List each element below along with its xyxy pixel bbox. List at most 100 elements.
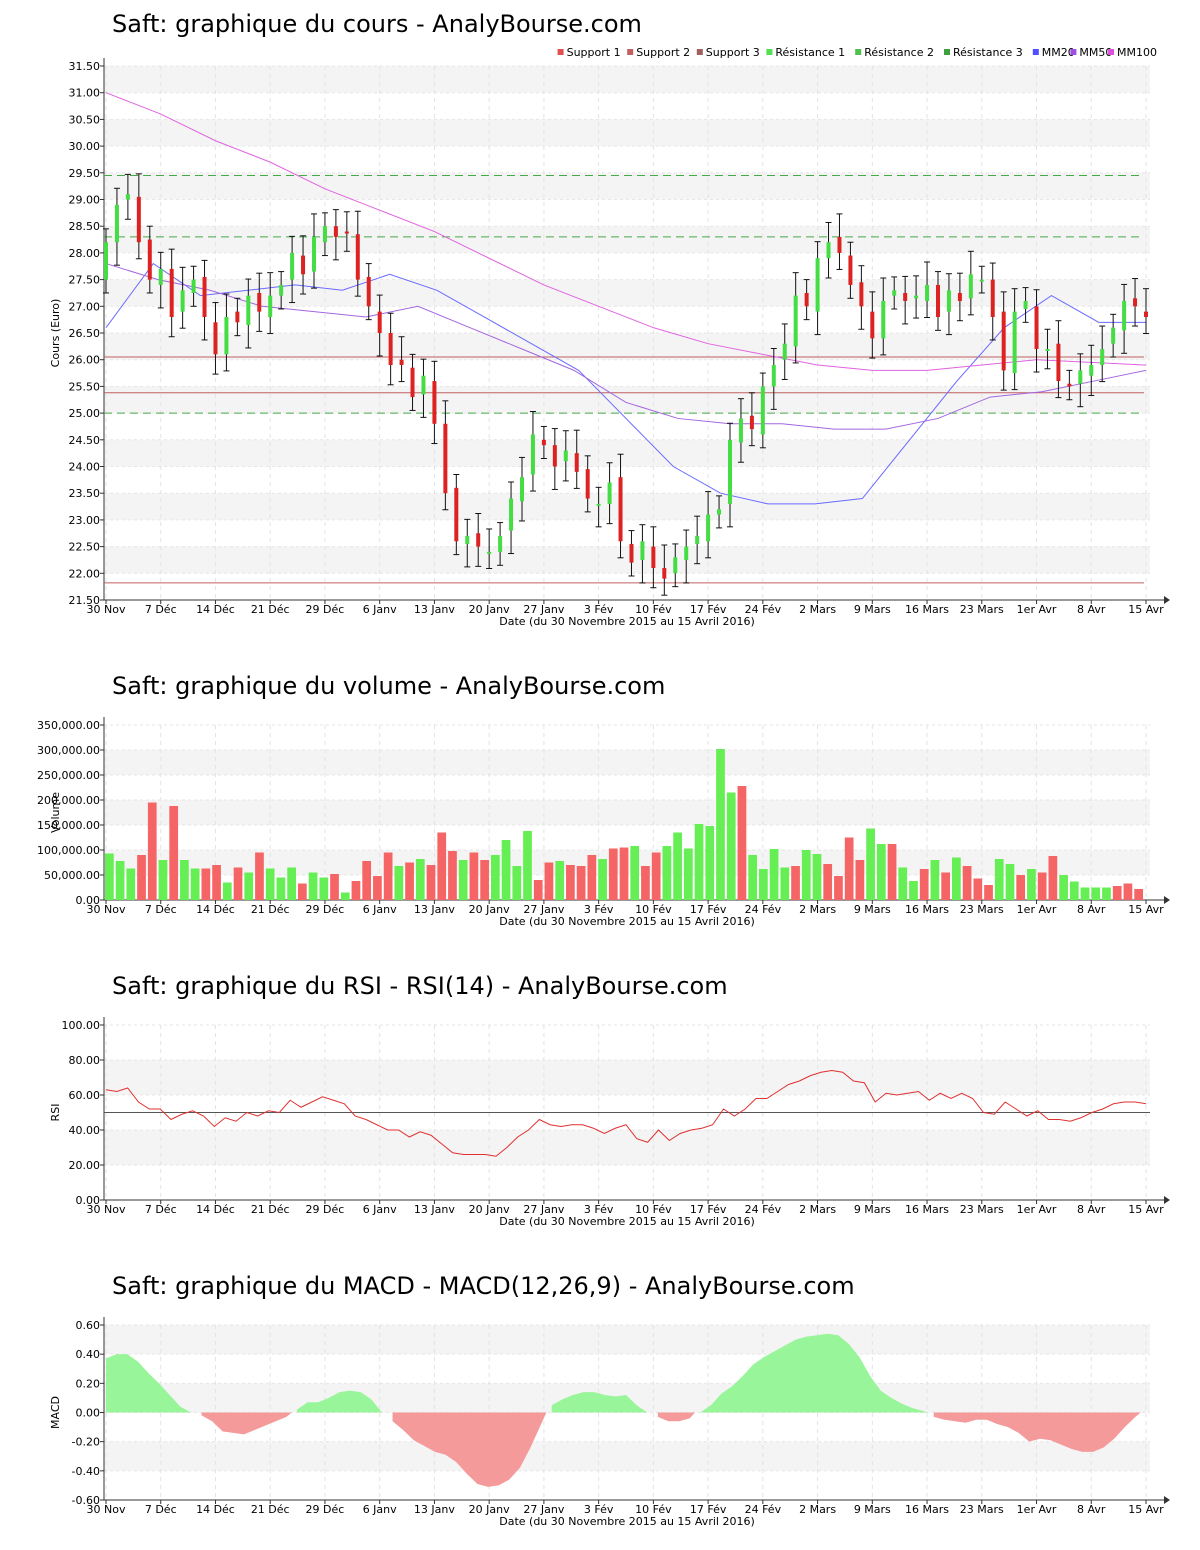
volume-bar (716, 749, 725, 900)
candle-down (377, 311, 382, 333)
price-y-tick-label: 21.50 (69, 594, 101, 607)
volume-x-tick-label: 21 Déc (251, 903, 290, 916)
volume-bar (812, 854, 822, 900)
candle-up (968, 274, 973, 299)
candle-down (355, 234, 360, 280)
volume-x-tick-label: 8 Avr (1077, 903, 1106, 916)
price-x-tick-label: 10 Fév (635, 603, 672, 616)
macd-x-tick-label: 16 Mars (905, 1503, 949, 1516)
candle-up (738, 418, 743, 443)
rsi-y-tick-label: 80.00 (69, 1054, 101, 1067)
volume-bar (1016, 875, 1026, 900)
candle-up (465, 535, 470, 544)
candle-down (1133, 298, 1138, 307)
candle-down (410, 367, 415, 398)
volume-bar (126, 868, 136, 900)
candle-up (421, 375, 426, 395)
candle-down (574, 453, 579, 472)
price-x-tick-label: 14 Déc (196, 603, 235, 616)
macd-grid-band (104, 1441, 1150, 1471)
volume-bar (373, 876, 382, 900)
volume-y-tick-label: 250,000.00 (37, 769, 100, 782)
volume-bar (169, 806, 179, 900)
candle-down (1067, 383, 1072, 387)
rsi-x-tick-label: 3 Fév (584, 1203, 614, 1216)
volume-x-tick-label: 30 Nov (87, 903, 126, 916)
volume-bar (662, 846, 672, 900)
candle-down (629, 543, 634, 563)
macd-y-tick-label: -0.20 (72, 1436, 100, 1449)
legend-swatch (1108, 49, 1114, 55)
candle-down (443, 423, 448, 494)
price-x-tick-label: 15 Avr (1128, 603, 1164, 616)
candle-up (706, 514, 711, 542)
volume-bar (1134, 889, 1143, 900)
price-grid-band (104, 119, 1150, 147)
candle-down (388, 333, 393, 366)
legend-label: Résistance 2 (864, 46, 934, 59)
candle-up (1045, 349, 1050, 352)
macd-grid-band (104, 1325, 1150, 1355)
candle-down (585, 469, 590, 499)
volume-x-tick-label: 17 Fév (690, 903, 727, 916)
macd-x-tick-label: 1er Avr (1017, 1503, 1057, 1516)
volume-bar (801, 850, 811, 900)
price-y-tick-label: 22.50 (69, 541, 101, 554)
macd-x-tick-label: 9 Mars (854, 1503, 891, 1516)
volume-bar (1091, 887, 1101, 900)
price-y-tick-label: 24.50 (69, 434, 101, 447)
volume-bar (866, 828, 875, 900)
candle-down (903, 292, 908, 301)
volume-bar (919, 869, 929, 900)
price-grid-band (104, 386, 1150, 414)
volume-bar (876, 844, 886, 900)
volume-bar (705, 826, 715, 900)
price-x-tick-label: 17 Fév (690, 603, 727, 616)
rsi-x-tick-label: 8 Avr (1077, 1203, 1106, 1216)
price-y-tick-label: 25.50 (69, 380, 101, 393)
candle-up (125, 194, 130, 200)
candle-up (290, 252, 295, 280)
candle-up (104, 242, 108, 280)
candle-down (202, 276, 207, 317)
price-x-tick-label: 27 Janv (523, 603, 564, 616)
volume-bar (930, 860, 940, 900)
volume-bar (737, 786, 747, 900)
price-y-tick-label: 30.00 (69, 140, 101, 153)
volume-bar (501, 840, 511, 900)
rsi-x-axis-arrow (1164, 1196, 1170, 1204)
rsi-y-axis-label: RSI (49, 1104, 62, 1122)
price-chart-panel: Saft: graphique du cours - AnalyBourse.c… (0, 0, 1200, 640)
candle-up (728, 439, 732, 504)
price-x-tick-label: 24 Fév (745, 603, 782, 616)
price-y-tick-label: 28.00 (69, 247, 101, 260)
candle-down (804, 292, 809, 307)
macd-y-axis-label: MACD (49, 1396, 62, 1429)
volume-bar (308, 872, 318, 900)
price-y-tick-label: 25.00 (69, 407, 101, 420)
volume-bar (769, 849, 779, 900)
legend-label: Support 2 (636, 46, 690, 59)
price-chart: 21.50 22.00 22.50 23.00 23.50 24.00 24.50 25.00… (49, 46, 1170, 628)
price-grid-band (104, 279, 1150, 307)
volume-bar (180, 860, 189, 900)
candle-down (848, 255, 853, 285)
price-grid-band (104, 333, 1150, 360)
volume-bar (673, 832, 682, 900)
price-x-tick-label: 3 Fév (584, 603, 614, 616)
macd-x-tick-label: 10 Fév (635, 1503, 672, 1516)
candle-up (717, 509, 722, 515)
rsi-y-tick-label: 60.00 (69, 1089, 101, 1102)
candle-up (695, 535, 700, 544)
legend-swatch (944, 49, 950, 55)
volume-bar (1027, 869, 1036, 900)
candle-up (1012, 311, 1017, 374)
price-y-tick-label: 27.50 (69, 274, 101, 287)
macd-x-tick-label: 14 Déc (196, 1503, 235, 1516)
candle-up (815, 258, 820, 312)
candle-down (344, 231, 349, 234)
price-y-tick-label: 29.00 (69, 194, 101, 207)
macd-x-tick-label: 23 Mars (960, 1503, 1004, 1516)
macd-x-tick-label: 30 Nov (87, 1503, 126, 1516)
candle-down (257, 292, 262, 312)
